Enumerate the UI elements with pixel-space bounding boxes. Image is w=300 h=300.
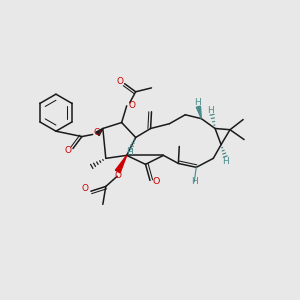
Text: H: H — [127, 148, 134, 158]
Text: H: H — [191, 178, 198, 187]
Polygon shape — [116, 155, 127, 173]
Text: O: O — [116, 77, 123, 86]
Text: O: O — [115, 171, 122, 180]
Polygon shape — [196, 106, 201, 118]
Text: H: H — [207, 106, 214, 115]
Text: O: O — [94, 128, 101, 137]
Text: O: O — [153, 177, 160, 186]
Text: O: O — [82, 184, 89, 193]
Text: O: O — [65, 146, 72, 154]
Text: H: H — [194, 98, 201, 107]
Text: O: O — [128, 101, 135, 110]
Text: H: H — [223, 157, 229, 166]
Polygon shape — [96, 128, 103, 136]
